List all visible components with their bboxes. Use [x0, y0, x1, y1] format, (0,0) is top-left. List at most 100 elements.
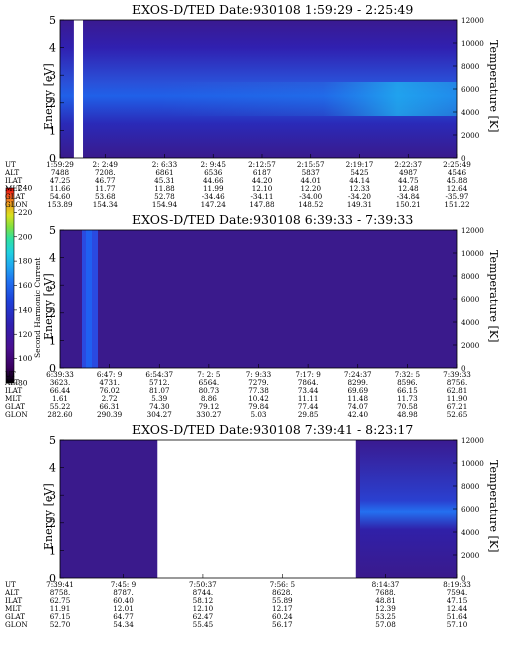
- eph-value: 12.33: [349, 184, 370, 193]
- eph-value: 2: 2:49: [93, 160, 119, 169]
- colorbar-tick-label: 120: [18, 330, 33, 339]
- panel-1-plasma-band: [160, 82, 457, 116]
- eph-value: 11.11: [298, 394, 319, 403]
- eph-value: 8758.: [50, 588, 71, 597]
- panel-3: EXOS-D/TED Date:930108 7:39:41 - 8:23:17…: [4, 422, 500, 629]
- eph-value: -34.84: [397, 192, 420, 201]
- eph-value: 12.44: [447, 604, 468, 613]
- y-tick-label-right: 2000: [461, 551, 480, 560]
- eph-value: 76.02: [99, 386, 120, 395]
- eph-value: 12.64: [447, 184, 468, 193]
- y-tick-label-left: 2: [49, 517, 56, 530]
- eph-value: 12.48: [398, 184, 419, 193]
- eph-value: 8628.: [272, 588, 293, 597]
- colorbar-tick-label: 140: [18, 305, 33, 314]
- eph-value: 57.08: [375, 620, 396, 629]
- eph-row-label: MLT: [5, 394, 22, 403]
- eph-value: 12.01: [113, 604, 134, 613]
- panel-2-ylabel-right: Temperature [K]: [487, 250, 500, 342]
- eph-value: 8:19:33: [443, 580, 471, 589]
- y-tick-label-right: 6000: [461, 295, 480, 304]
- eph-value: 8756.: [447, 378, 468, 387]
- y-tick-label-right: 2000: [461, 341, 480, 350]
- eph-value: 7:32: 5: [395, 370, 421, 379]
- eph-value: 66.44: [50, 386, 71, 395]
- eph-value: 5.03: [250, 410, 266, 419]
- eph-value: 8.86: [201, 394, 217, 403]
- eph-value: 8596.: [397, 378, 418, 387]
- eph-value: -34.00: [299, 192, 322, 201]
- eph-value: 2: 9:45: [201, 160, 227, 169]
- eph-value: 5.39: [151, 394, 167, 403]
- eph-value: 154.94: [152, 200, 178, 209]
- eph-value: 7:17: 9: [295, 370, 321, 379]
- eph-value: 12.20: [300, 184, 321, 193]
- eph-value: 7688.: [375, 588, 396, 597]
- eph-value: 47.25: [50, 176, 71, 185]
- eph-value: 44.66: [203, 176, 224, 185]
- panel-2-bright-streak-core: [86, 230, 92, 368]
- eph-value: 12.39: [375, 604, 396, 613]
- eph-value: 80.73: [199, 386, 220, 395]
- eph-value: 64.77: [113, 612, 134, 621]
- eph-row-label: MLT: [5, 604, 22, 613]
- eph-value: 74.07: [347, 402, 368, 411]
- eph-value: 77.44: [298, 402, 319, 411]
- eph-value: 11.48: [347, 394, 368, 403]
- y-tick-label-right: 0: [461, 154, 466, 163]
- eph-value: 73.44: [298, 386, 319, 395]
- eph-value: 153.89: [47, 200, 73, 209]
- eph-row-label: GLAT: [5, 612, 25, 621]
- y-tick-label-left: 2: [49, 307, 56, 320]
- eph-value: 6187: [253, 168, 272, 177]
- eph-value: 58.12: [193, 596, 214, 605]
- colorbar-tick-label: 180: [18, 257, 33, 266]
- y-tick-label-left: 5: [49, 14, 56, 27]
- y-tick-label-right: 8000: [461, 482, 480, 491]
- eph-value: 45.31: [154, 176, 175, 185]
- colorbar-tick-label: 80: [18, 379, 28, 388]
- eph-value: 45.88: [447, 176, 468, 185]
- eph-value: 79.84: [248, 402, 269, 411]
- eph-value: 5837: [302, 168, 321, 177]
- colorbar-tick-label: 200: [18, 232, 33, 241]
- eph-value: 60.40: [113, 596, 134, 605]
- y-tick-label-right: 10000: [461, 39, 484, 48]
- y-tick-label-left: 1: [49, 334, 56, 347]
- eph-value: 7:45: 9: [111, 580, 137, 589]
- y-tick-label-left: 1: [49, 124, 56, 137]
- y-tick-label-left: 0: [49, 362, 56, 375]
- panel-3-ylabel-left: Energy [eV]: [42, 483, 55, 550]
- y-tick-label-right: 4000: [461, 318, 480, 327]
- panel-1: EXOS-D/TED Date:930108 1:59:29 - 2:25:49…: [4, 2, 500, 209]
- eph-value: 11.77: [95, 184, 116, 193]
- y-tick-label-right: 10000: [461, 249, 484, 258]
- eph-value: -34.11: [250, 192, 273, 201]
- y-tick-label-right: 2000: [461, 131, 480, 140]
- eph-value: 7488: [51, 168, 70, 177]
- eph-row-label: ILAT: [5, 386, 22, 395]
- eph-value: 7:56: 5: [270, 580, 296, 589]
- eph-value: 44.01: [300, 176, 321, 185]
- eph-value: -34.20: [348, 192, 371, 201]
- colorbar-tick-label: 240: [18, 184, 33, 193]
- eph-value: 6:54:37: [145, 370, 173, 379]
- eph-value: 11.88: [154, 184, 175, 193]
- eph-row-label: ILAT: [5, 596, 22, 605]
- eph-value: 8:14:37: [372, 580, 400, 589]
- y-tick-label-left: 5: [49, 224, 56, 237]
- eph-value: 66.31: [99, 402, 120, 411]
- eph-row-label: MLT: [5, 184, 22, 193]
- y-tick-label-right: 8000: [461, 62, 480, 71]
- eph-row-label: UT: [5, 580, 16, 589]
- eph-row-label: GLAT: [5, 402, 25, 411]
- colorbar-scale: [5, 187, 15, 384]
- y-tick-label-left: 4: [49, 462, 56, 475]
- eph-value: 48.81: [375, 596, 396, 605]
- eph-value: 149.31: [347, 200, 372, 209]
- eph-value: 56.17: [272, 620, 293, 629]
- eph-row-label: ALT: [4, 378, 19, 387]
- eph-value: 7864.: [298, 378, 319, 387]
- colorbar-tick-label: 220: [18, 208, 33, 217]
- y-tick-label-left: 3: [49, 279, 56, 292]
